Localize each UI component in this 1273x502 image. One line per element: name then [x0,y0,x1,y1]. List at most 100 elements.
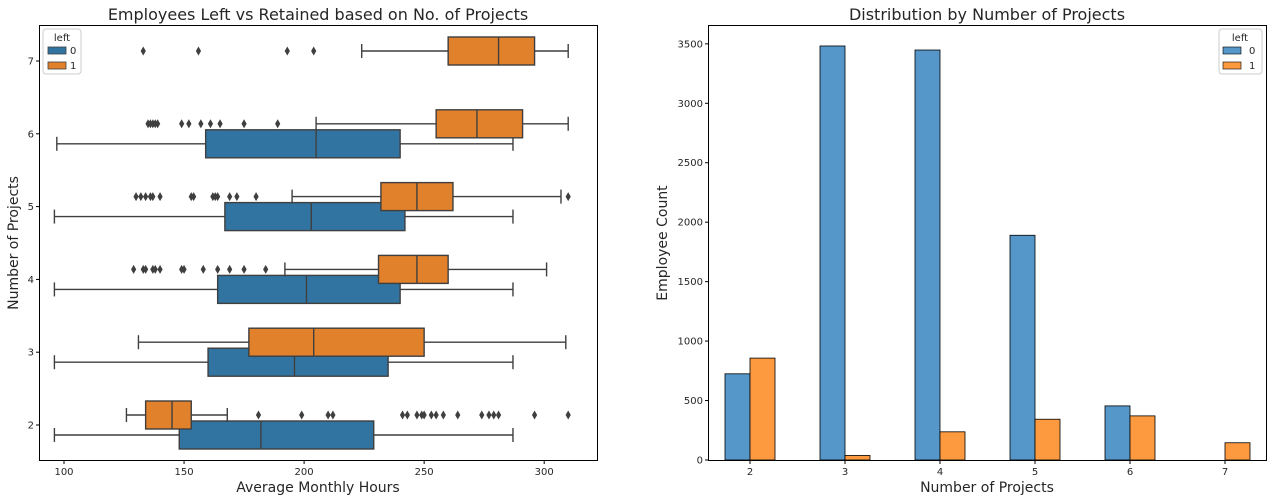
outlier-point [275,119,281,129]
y-tick-label: 2 [28,421,34,432]
box-series-1-projects-6 [145,109,569,139]
outlier-point [215,264,221,274]
bar-x-axis-label: Number of Projects [920,480,1054,496]
bar-frame [708,25,1267,461]
bar-series-0-projects-3 [819,45,846,461]
box-series-0-projects-2 [53,420,514,450]
bar-y-axis-label: Employee Count [655,185,671,301]
bar-series-1-projects-5 [1034,418,1061,461]
iqr-box [377,254,449,285]
outlier-point [455,410,461,420]
y-tick-label: 500 [684,396,703,407]
iqr-box [216,274,401,305]
boxplot-legend-swatch-1 [47,61,67,70]
bar-series-0-projects-5 [1009,234,1036,461]
iqr-box [204,129,401,159]
boxplot-legend-title: left [54,33,70,44]
outlier-point [200,264,206,274]
box-series-1-projects-7 [140,36,569,66]
boxplot-legend[interactable]: left 0 1 [42,28,82,75]
x-tick-label: 6 [1127,467,1133,478]
outlier-point [495,410,502,420]
y-tick-label: 6 [28,129,34,140]
bar-series-1-projects-4 [939,431,966,461]
outlier-point [428,410,434,420]
outlier-point [133,192,139,202]
boxplot-legend-label-0: 0 [70,46,76,57]
outlier-point [311,46,317,56]
y-tick-label: 4 [28,275,34,286]
box-series-0-projects-5 [53,201,514,232]
outlier-point [421,410,427,420]
bar-bars [724,45,1251,461]
bar-legend-label-0: 0 [1249,46,1255,57]
boxplot-boxes [53,36,571,450]
box-series-1-projects-5 [133,181,571,212]
outlier-point [330,410,336,420]
iqr-box [144,400,192,430]
outlier-point [138,192,144,202]
box-series-0-projects-4 [53,274,514,305]
x-tick-label: 250 [415,467,434,478]
x-tick-label: 7 [1222,467,1228,478]
iqr-box [178,420,375,450]
y-tick-label: 0 [697,456,703,467]
outlier-point [404,410,410,420]
boxplot-legend-swatch-0 [47,46,67,55]
y-tick-label: 3000 [678,99,703,110]
bar-series-0-projects-4 [914,49,941,461]
x-tick-label: 5 [1032,467,1038,478]
outlier-point [234,192,240,202]
outlier-point [479,410,485,420]
outlier-point [253,192,259,202]
x-tick-label: 3 [842,467,848,478]
y-tick-label: 7 [28,57,34,68]
x-tick-label: 300 [535,467,554,478]
boxplot-legend-label-1: 1 [70,61,76,72]
outlier-point [299,410,305,420]
outlier-point [433,410,439,420]
outlier-point [241,264,247,274]
boxplot-x-axis-label: Average Monthly Hours [236,480,399,496]
outlier-point [186,119,192,129]
boxplot-title: Employees Left vs Retained based on No. … [108,5,528,24]
boxplot-frame [39,25,598,461]
box-series-1-projects-4 [131,254,548,285]
x-tick-label: 4 [937,467,943,478]
bar-legend-swatch-0 [1222,46,1242,55]
outlier-point [157,264,163,274]
outlier-point [179,119,185,129]
y-tick-label: 2000 [678,218,703,229]
y-tick-label: 3 [28,348,34,359]
outlier-point [414,410,420,420]
y-tick-label: 1500 [678,277,703,288]
iqr-box [447,36,536,66]
outlier-point [565,410,571,420]
x-tick-label: 200 [295,467,314,478]
outlier-point [150,192,156,202]
bar-x-ticks: 2 3 4 5 6 7 [747,460,1228,478]
x-tick-label: 150 [175,467,194,478]
x-tick-label: 100 [54,467,73,478]
outlier-point [157,192,163,202]
outlier-point [263,264,269,274]
y-tick-label: 5 [28,202,34,213]
y-tick-label: 3500 [678,39,703,50]
outlier-point [227,192,233,202]
bar-title: Distribution by Number of Projects [849,5,1125,24]
bar-series-1-projects-6 [1129,415,1156,461]
outlier-point [565,192,571,202]
bar-series-1-projects-3 [844,455,871,461]
iqr-box [248,327,425,357]
boxplot-y-axis-label: Number of Projects [6,176,22,310]
box-series-1-projects-3 [137,327,567,357]
outlier-point [198,119,204,129]
bar-legend[interactable]: left 0 1 [1218,28,1263,75]
outlier-point [325,410,331,420]
bar-series-1-projects-2 [749,357,776,461]
outlier-point [152,264,158,274]
outlier-point [143,264,149,274]
iqr-box [435,109,524,139]
outlier-point [195,46,202,56]
